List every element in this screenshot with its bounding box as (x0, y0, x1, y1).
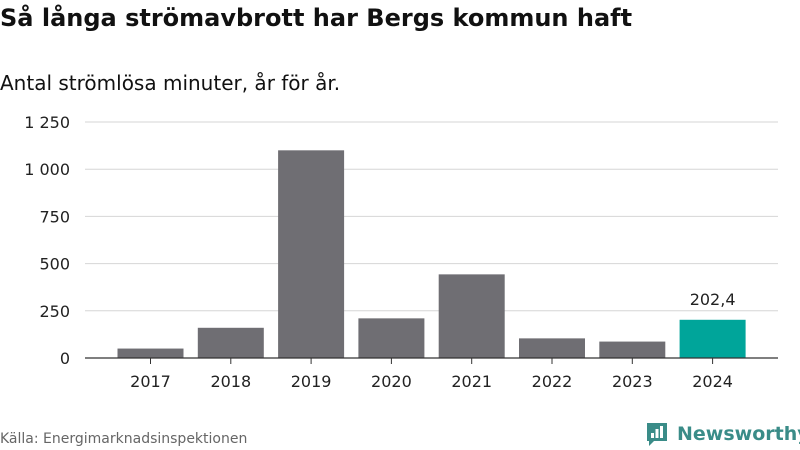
x-tick-label: 2024 (692, 372, 733, 391)
x-tick-label: 2018 (210, 372, 251, 391)
newsworthy-logo-icon (647, 423, 667, 446)
brand-logo: Newsworthy (645, 419, 800, 449)
bar-2017 (117, 348, 184, 358)
y-tick-label: 500 (39, 255, 70, 274)
data-label: 202,4 (690, 290, 736, 309)
bar-2023 (599, 341, 666, 358)
x-tick-label: 2019 (291, 372, 332, 391)
y-tick-label: 250 (39, 302, 70, 321)
bar-chart: 0 250 500 750 1 000 1 250 2017 2018 2019 2020 2021… (24, 113, 778, 391)
source-note: Källa: Energimarknadsinspektionen (0, 431, 248, 447)
bar-2019 (278, 150, 345, 358)
bar-2024 (679, 319, 746, 358)
y-tick-label: 1 000 (24, 160, 70, 179)
bar-2022 (519, 338, 585, 358)
y-tick-label: 0 (60, 349, 70, 368)
x-tick-label: 2022 (532, 372, 573, 391)
bar-2020 (358, 318, 425, 358)
chart-title: Så långa strömavbrott har Bergs kommun h… (0, 4, 633, 32)
x-tick-label: 2023 (612, 372, 653, 391)
bar-2021 (438, 274, 505, 358)
y-tick-label: 1 250 (24, 113, 70, 132)
brand-name: Newsworthy (677, 423, 800, 445)
bar-2018 (197, 327, 264, 358)
x-tick-label: 2020 (371, 372, 412, 391)
y-tick-label: 750 (39, 207, 70, 226)
x-tick-label: 2021 (451, 372, 492, 391)
chart-subtitle: Antal strömlösa minuter, år för år. (0, 71, 341, 95)
x-tick-label: 2017 (130, 372, 171, 391)
